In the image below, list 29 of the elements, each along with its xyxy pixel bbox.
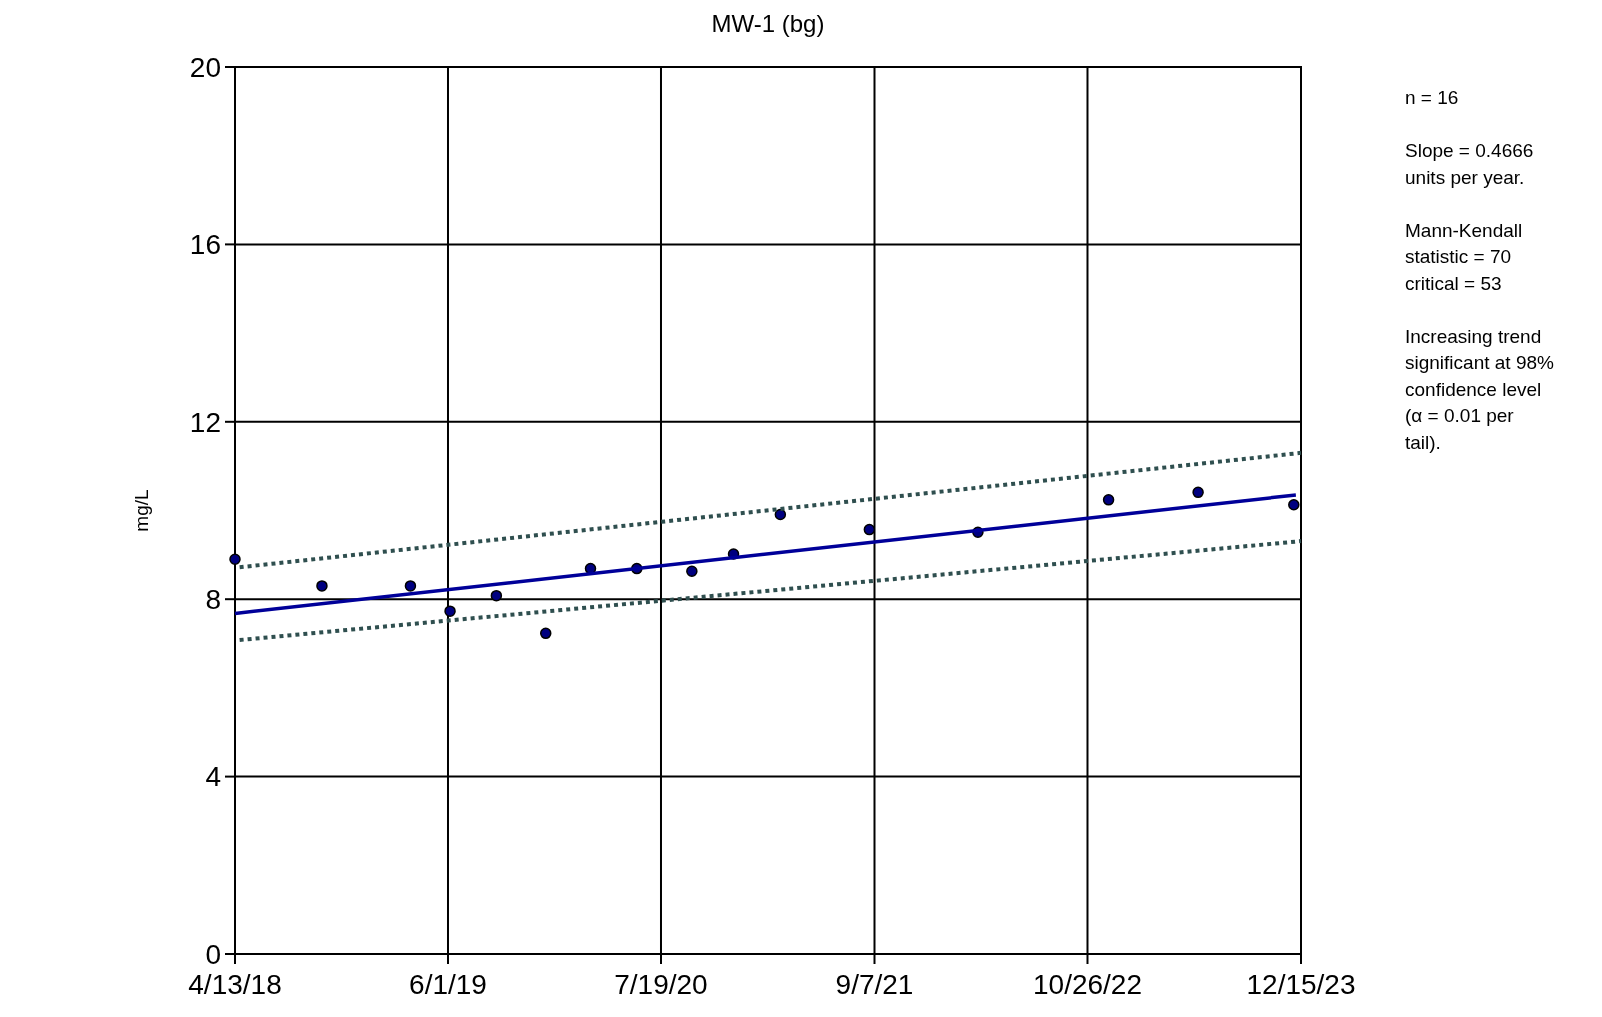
point bbox=[1192, 486, 1204, 499]
point bbox=[316, 580, 328, 592]
y-tick-label: 8 bbox=[205, 584, 221, 615]
y-tick-label: 16 bbox=[189, 229, 221, 261]
text: n = 16 bbox=[1405, 87, 1459, 108]
x-tick-label: 7/19/20 bbox=[614, 969, 708, 1000]
x-tick-label: 4/13/18 bbox=[188, 969, 282, 1000]
text: Increasing trend significant at 98% confidence level (α = 0.01 per tail). bbox=[1405, 325, 1555, 453]
x-tick-label: 6/1/19 bbox=[409, 969, 487, 1000]
x-tick-label: 9/7/21 bbox=[835, 969, 914, 1000]
point bbox=[490, 589, 503, 602]
chart-title: MW-1 (bg) bbox=[711, 10, 825, 37]
point bbox=[404, 580, 417, 592]
point bbox=[774, 508, 787, 521]
x-tick-label: 12/15/23 bbox=[1246, 969, 1356, 1000]
point bbox=[229, 553, 241, 566]
y-tick-label: 0 bbox=[205, 938, 221, 970]
x-tick-label: 10/26/22 bbox=[1032, 969, 1142, 1000]
point bbox=[1288, 498, 1300, 511]
y-tick-label: 12 bbox=[189, 406, 221, 438]
y-axis-title: mg/L bbox=[131, 489, 152, 532]
text: Slope = 0.4666 units per year. bbox=[1405, 140, 1534, 188]
point bbox=[1102, 494, 1115, 506]
point bbox=[686, 565, 698, 578]
point bbox=[540, 627, 552, 640]
y-tick-label: 4 bbox=[205, 761, 221, 793]
text: Mann-Kendall statistic = 70 critical = 53 bbox=[1405, 219, 1523, 294]
point bbox=[444, 605, 456, 617]
y-tick-label: 20 bbox=[189, 51, 221, 83]
